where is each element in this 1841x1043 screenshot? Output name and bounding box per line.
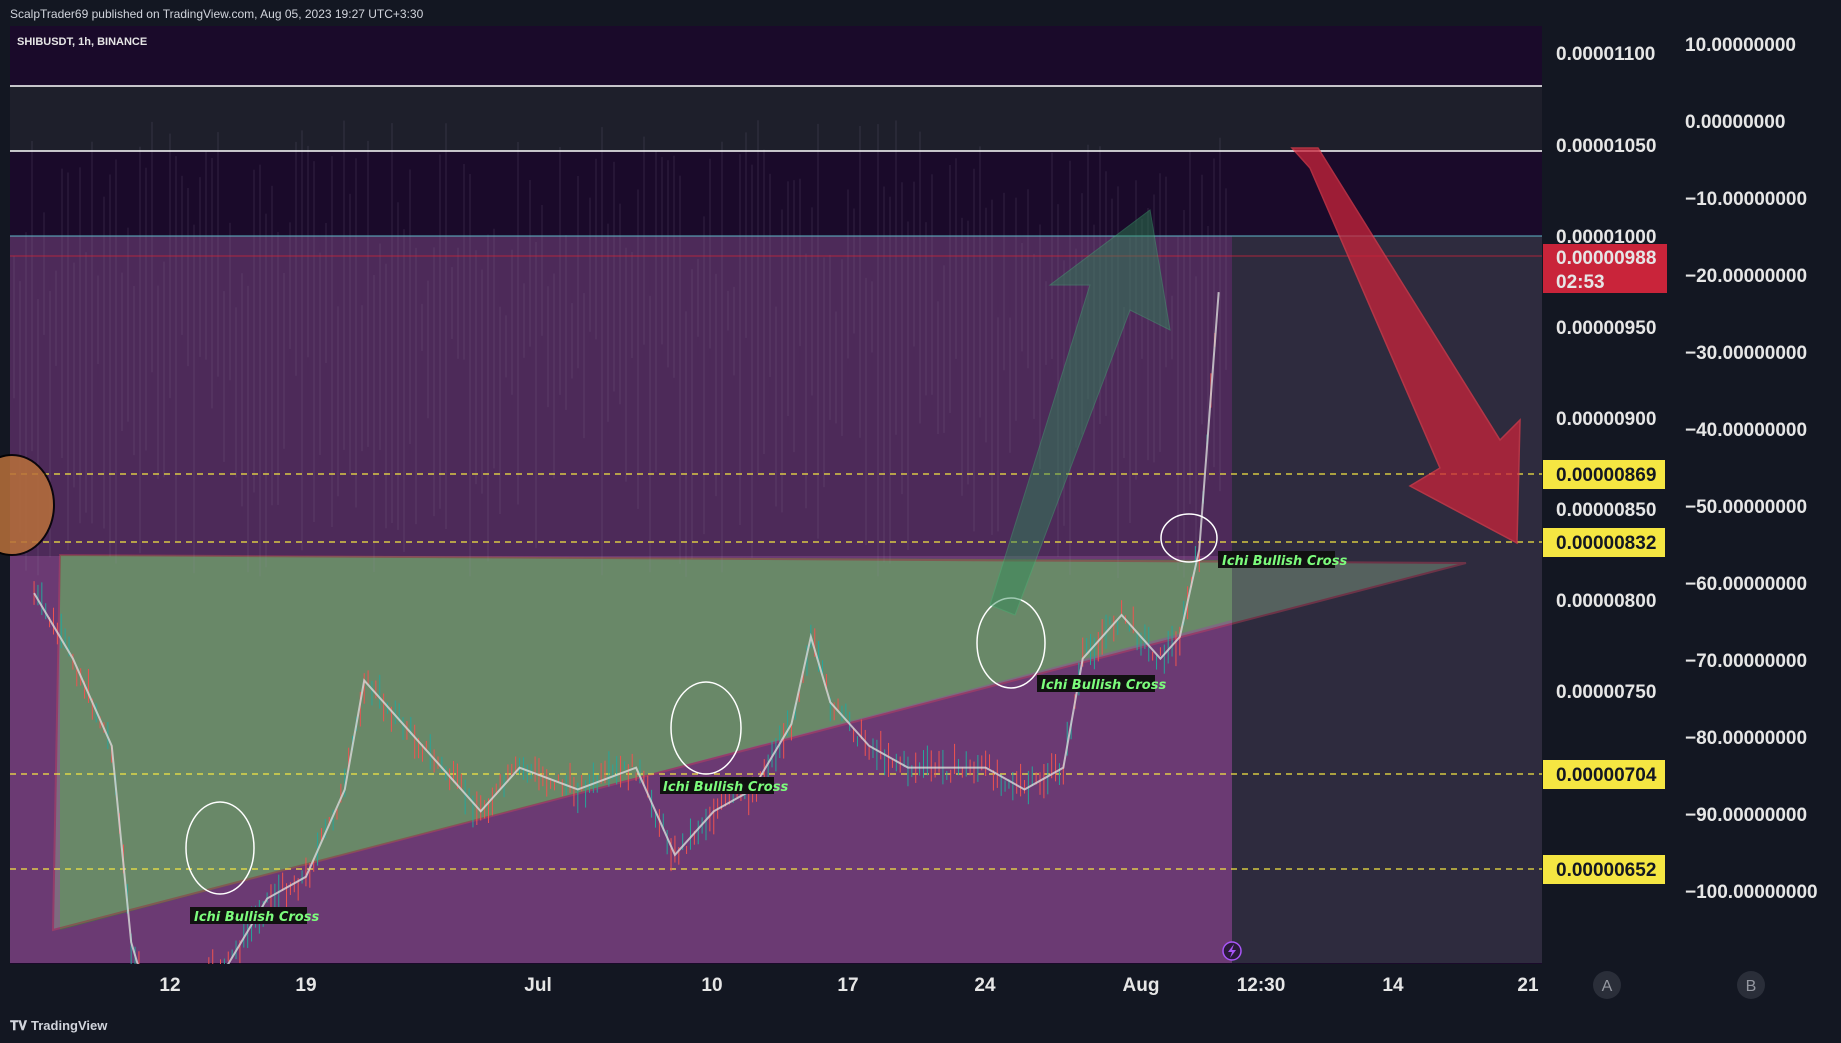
scale-a-button[interactable]: A — [1593, 971, 1621, 999]
annotation-1-text: Ichi Bullish Cross — [194, 910, 319, 925]
time-axis-area[interactable] — [0, 964, 1542, 1008]
time-tick: 14 — [1382, 975, 1404, 996]
osc-tick: −50.00000000 — [1685, 497, 1807, 518]
cross-circle-2 — [670, 681, 742, 775]
current-price-countdown: 02:53 — [1556, 272, 1605, 293]
osc-tick: −60.00000000 — [1685, 574, 1807, 595]
time-tick: 21 — [1517, 975, 1539, 996]
osc-tick: 10.00000000 — [1685, 35, 1796, 56]
annotation-1-bg — [190, 907, 307, 924]
tradingview-logo[interactable]: 𝐓𝐕 TradingView — [10, 1018, 107, 1034]
annotation-1: Ichi Bullish Cross — [190, 907, 319, 925]
triangle-pattern — [51, 553, 1467, 932]
annotation-2-bg — [660, 777, 774, 794]
time-tick: 17 — [837, 975, 858, 996]
level-label-bg — [1543, 855, 1665, 884]
price-axis: 0.00001100 0.00001050 0.00001000 0.00000… — [1556, 44, 1656, 703]
time-tick: Jul — [524, 975, 551, 996]
current-price-label: 0.00000988 02:53 — [1543, 244, 1667, 293]
current-price-bg — [1543, 244, 1667, 293]
price-tick: 0.00000800 — [1556, 591, 1656, 612]
osc-tick: −40.00000000 — [1685, 420, 1807, 441]
red-down-arrow — [1290, 147, 1521, 545]
level-label: 0.00000832 — [1556, 533, 1656, 554]
oscillator-axis: 10.00000000 0.00000000 −10.00000000 −20.… — [1685, 35, 1818, 903]
time-tick: 12:30 — [1237, 975, 1286, 996]
annotation-4-bg — [1218, 551, 1335, 568]
osc-tick: −70.00000000 — [1685, 651, 1807, 672]
green-up-arrow — [989, 209, 1171, 616]
scale-b-button[interactable]: B — [1737, 971, 1765, 999]
level-lines — [10, 473, 1542, 870]
osc-tick: −80.00000000 — [1685, 728, 1807, 749]
osc-tick: −90.00000000 — [1685, 805, 1807, 826]
osc-tick: −20.00000000 — [1685, 266, 1807, 287]
level-label-bg — [1543, 760, 1665, 789]
level-labels: 0.00000869 0.00000832 0.00000704 0.00000… — [1543, 460, 1665, 884]
price-tick: 0.00000950 — [1556, 318, 1656, 339]
annotation-2-text: Ichi Bullish Cross — [663, 780, 788, 795]
price-tick: 0.00001050 — [1556, 136, 1656, 157]
annotation-2: Ichi Bullish Cross — [660, 777, 788, 795]
lightning-icon[interactable] — [1222, 941, 1242, 961]
level-label: 0.00000704 — [1556, 765, 1657, 786]
price-tick: 0.00001100 — [1556, 44, 1655, 65]
level-label-bg — [1543, 460, 1665, 489]
level-label: 0.00000869 — [1556, 465, 1656, 486]
time-axis: 12 19 Jul 10 17 24 Aug 12:30 14 21 — [159, 975, 1539, 996]
price-tick: 0.00000750 — [1556, 682, 1656, 703]
time-tick: 19 — [295, 975, 316, 996]
level-label-bg — [1543, 528, 1665, 557]
cross-circle-3 — [976, 597, 1046, 689]
bottom-bar — [0, 1008, 1841, 1043]
annotation-4: Ichi Bullish Cross — [1218, 551, 1347, 569]
price-axis-area[interactable] — [1542, 26, 1841, 964]
osc-tick: 0.00000000 — [1685, 112, 1785, 133]
osc-tick: −30.00000000 — [1685, 343, 1807, 364]
volume-lines — [13, 120, 1227, 578]
cross-circles — [185, 513, 1218, 895]
level-label: 0.00000652 — [1556, 860, 1656, 881]
annotation-3: Ichi Bullish Cross — [1037, 675, 1166, 693]
time-tick: 10 — [701, 975, 722, 996]
price-tick: 0.00001000 — [1556, 227, 1656, 248]
cross-circle-4 — [1160, 513, 1218, 563]
tv-logo-text: TradingView — [31, 1018, 108, 1033]
publisher-text: ScalpTrader69 published on TradingView.c… — [10, 7, 424, 21]
time-tick: Aug — [1123, 975, 1160, 996]
svg-text:A: A — [1602, 978, 1613, 995]
grey-band-zone — [10, 86, 1542, 151]
left-highlight-circle — [0, 454, 55, 556]
price-tick: 0.00000900 — [1556, 409, 1656, 430]
osc-tick: −10.00000000 — [1685, 189, 1807, 210]
annotation-4-text: Ichi Bullish Cross — [1222, 554, 1347, 569]
annotation-3-text: Ichi Bullish Cross — [1041, 678, 1166, 693]
current-price-value: 0.00000988 — [1556, 248, 1656, 269]
tv-logo-icon: 𝐓𝐕 — [10, 1018, 27, 1033]
annotation-3-bg — [1037, 675, 1155, 692]
green-cloud-fill — [60, 555, 1232, 930]
osc-tick: −100.00000000 — [1685, 882, 1818, 903]
svg-text:B: B — [1746, 978, 1757, 995]
cross-circle-1 — [185, 801, 255, 895]
symbol-label: SHIBUSDT, 1h, BINANCE — [17, 36, 147, 48]
time-tick: 12 — [159, 975, 180, 996]
top-bar: ScalpTrader69 published on TradingView.c… — [0, 0, 1841, 26]
price-tick: 0.00000850 — [1556, 500, 1656, 521]
time-tick: 24 — [974, 975, 996, 996]
